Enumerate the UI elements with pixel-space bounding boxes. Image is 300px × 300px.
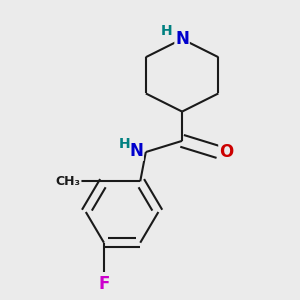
Text: H: H [119,137,131,151]
Text: N: N [175,30,189,48]
Text: CH₃: CH₃ [55,175,80,188]
Text: O: O [219,143,233,161]
Text: H: H [161,24,172,38]
Text: N: N [129,142,143,160]
Text: F: F [98,275,110,293]
